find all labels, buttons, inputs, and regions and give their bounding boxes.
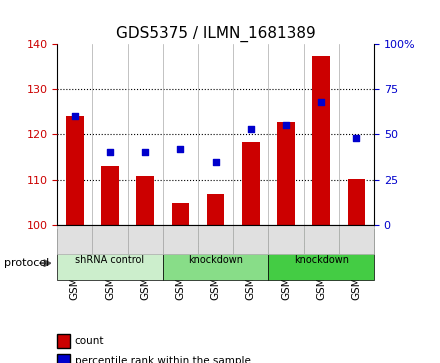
Bar xyxy=(101,166,119,225)
Point xyxy=(142,150,149,155)
Bar xyxy=(348,179,365,225)
Text: protocol: protocol xyxy=(4,258,50,268)
FancyBboxPatch shape xyxy=(198,225,233,254)
Text: count: count xyxy=(75,336,104,346)
FancyBboxPatch shape xyxy=(57,229,163,280)
Text: empty vector
shRNA control: empty vector shRNA control xyxy=(75,243,145,265)
Bar xyxy=(242,142,260,225)
FancyBboxPatch shape xyxy=(268,229,374,280)
FancyBboxPatch shape xyxy=(128,225,163,254)
FancyBboxPatch shape xyxy=(92,225,128,254)
Bar xyxy=(172,203,189,225)
FancyBboxPatch shape xyxy=(339,225,374,254)
Point xyxy=(247,126,254,132)
Text: shDEK17 shRNA
knockdown: shDEK17 shRNA knockdown xyxy=(282,243,361,265)
Point xyxy=(177,146,184,152)
Point xyxy=(212,159,219,164)
Point xyxy=(318,99,325,105)
Bar xyxy=(277,122,295,225)
Title: GDS5375 / ILMN_1681389: GDS5375 / ILMN_1681389 xyxy=(116,26,315,42)
FancyBboxPatch shape xyxy=(163,229,268,280)
Bar xyxy=(207,194,224,225)
Bar xyxy=(136,176,154,225)
Point xyxy=(106,150,114,155)
FancyBboxPatch shape xyxy=(268,225,304,254)
FancyBboxPatch shape xyxy=(233,225,268,254)
Text: percentile rank within the sample: percentile rank within the sample xyxy=(75,356,251,363)
Bar xyxy=(312,56,330,225)
Point xyxy=(282,122,290,128)
Point xyxy=(71,113,78,119)
FancyBboxPatch shape xyxy=(163,225,198,254)
Bar xyxy=(66,116,84,225)
FancyBboxPatch shape xyxy=(57,225,92,254)
Point xyxy=(353,135,360,141)
FancyBboxPatch shape xyxy=(304,225,339,254)
Text: shDEK14 shRNA
knockdown: shDEK14 shRNA knockdown xyxy=(176,243,255,265)
